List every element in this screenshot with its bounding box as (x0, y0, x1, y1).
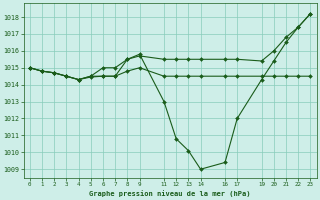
X-axis label: Graphe pression niveau de la mer (hPa): Graphe pression niveau de la mer (hPa) (89, 190, 251, 197)
